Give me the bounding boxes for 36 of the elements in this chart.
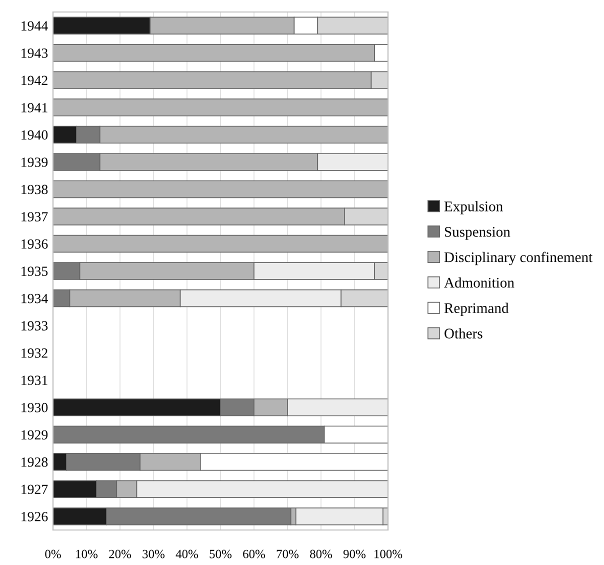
legend-label: Admonition: [444, 277, 514, 288]
legend-label: Reprimand: [444, 302, 509, 316]
y-tick-label: 1927: [22, 484, 48, 494]
y-tick-label: 1932: [22, 348, 48, 358]
x-tick-label: 60%: [243, 550, 266, 558]
legend-label: Others: [444, 328, 482, 338]
y-tick-label: 1931: [22, 376, 48, 386]
y-tick-label: 1937: [22, 212, 48, 222]
x-tick-label: 70%: [276, 550, 299, 558]
legend-label: Suspension: [444, 226, 510, 240]
legend-label: Disciplinary confinement: [444, 252, 593, 266]
y-tick-label: 1929: [22, 430, 48, 440]
y-tick-label: 1926: [22, 512, 48, 522]
y-tick-label: 1944: [22, 21, 48, 31]
y-tick-label: 1943: [22, 48, 48, 58]
x-tick-label: 30%: [142, 550, 165, 558]
y-tick-label: 1941: [22, 103, 48, 112]
x-tick-label: 20%: [109, 550, 132, 558]
x-tick-label: 0%: [45, 550, 61, 558]
x-tick-label: 80%: [310, 550, 332, 558]
y-tick-label: 1940: [22, 130, 48, 140]
y-tick-label: 1938: [22, 184, 48, 194]
x-tick-label: 100%: [374, 550, 402, 558]
y-tick-label: 1942: [22, 76, 48, 86]
x-tick-label: 10%: [76, 550, 98, 558]
y-tick-label: 1935: [22, 266, 48, 276]
y-tick-label: 1936: [22, 239, 48, 249]
x-tick-label: 40%: [176, 550, 198, 558]
y-tick-label: 1933: [22, 321, 48, 330]
y-tick-label: 1939: [22, 158, 48, 167]
y-tick-label: 1928: [22, 457, 48, 467]
legend-label: Expulsion: [444, 201, 503, 214]
x-tick-label: 50%: [210, 550, 232, 558]
x-tick-label: 90%: [343, 550, 366, 558]
y-tick-label: 1930: [22, 402, 48, 412]
y-tick-label: 1934: [22, 294, 48, 304]
